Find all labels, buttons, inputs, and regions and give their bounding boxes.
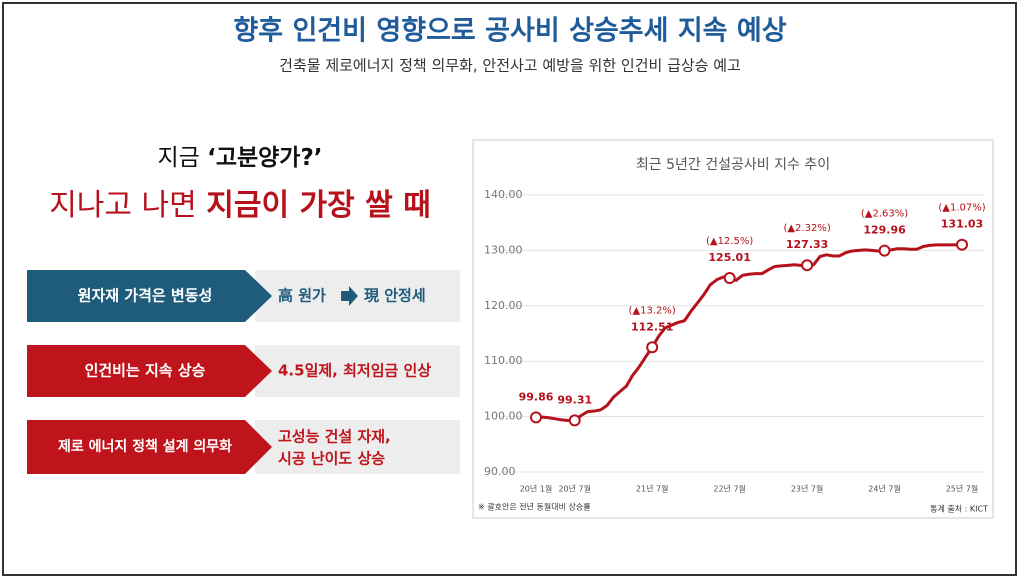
row-label: 원자재 가격은 변동성 [78, 287, 213, 305]
row-bg [255, 345, 460, 397]
y-tick-label: 110.00 [484, 354, 523, 367]
row-text: 高 원가 [278, 287, 326, 305]
y-tick-label: 140.00 [484, 188, 523, 201]
x-tick-label: 20년 7월 [558, 484, 591, 494]
point [878, 244, 891, 257]
point [568, 414, 581, 427]
row-label: 제로 에너지 정책 설계 의무화 [58, 438, 232, 455]
point [723, 272, 736, 285]
y-tick-label: 100.00 [484, 410, 523, 423]
change-label: (▲2.32%) [783, 223, 830, 234]
data-label: 99.31 [557, 393, 592, 406]
row-text: 4.5일제, 최저임금 인상 [278, 362, 431, 380]
note: ※ 괄호안은 전년 동월대비 상승률 [478, 502, 591, 512]
change-label: (▲13.2%) [629, 305, 676, 316]
y-tick-label: 130.00 [484, 243, 523, 256]
x-tick-label: 21년 7월 [636, 484, 669, 494]
point [956, 238, 968, 251]
source: 통계 출처 : KICT [930, 504, 988, 514]
headline-text: 지나고 나면 [49, 188, 206, 223]
x-tick-label: 22년 7월 [713, 484, 746, 494]
data-label: 127.33 [786, 238, 828, 251]
x-tick-label: 20년 1월 [520, 484, 553, 494]
row-text: 시공 난이도 상승 [278, 450, 385, 468]
subtitle: 건축물 제로에너지 정책 의무화, 안전사고 예방을 위한 인건비 급상승 예고 [279, 57, 741, 75]
headline-emph: 지금이 가장 쌀 때 [206, 188, 431, 223]
y-tick-label: 120.00 [484, 299, 523, 312]
arrow-icon [341, 286, 358, 306]
change-label: (▲1.07%) [938, 203, 985, 214]
point [530, 411, 542, 424]
headline-1: 지금 ‘고분양가?’ [157, 145, 322, 171]
row-arrow [27, 420, 272, 474]
row-arrow [27, 270, 272, 322]
line [535, 243, 963, 422]
row-label: 인건비는 지속 상승 [85, 362, 206, 380]
rows: 원자재 가격은 변동성 高 원가 現 안정세 인건비는 지속 상승 4.5일제,… [27, 270, 460, 474]
data-label: 99.86 [519, 390, 554, 403]
data-label: 131.03 [941, 218, 983, 231]
row-text: 고성능 건설 자재, [278, 428, 391, 446]
data-label: 112.51 [631, 320, 673, 333]
chart-title: 최근 5년간 건설공사비 지수 추이 [636, 157, 830, 173]
x-tick-label: 23년 7월 [791, 484, 824, 494]
point [646, 341, 659, 354]
point [801, 259, 814, 272]
headline-text: 지금 [157, 145, 207, 171]
x-tick-label: 24년 7월 [868, 484, 901, 494]
title: 향후 인건비 영향으로 공사비 상승추세 지속 예상 [233, 16, 786, 47]
data-label: 125.01 [708, 251, 750, 264]
row-bg [255, 420, 460, 474]
plot: 90.00 100.00 110.00 120.00 130.00 140.00 20년 1… [484, 188, 986, 494]
x-tick-label: 25년 7월 [946, 484, 979, 494]
y-tick-label: 90.00 [484, 465, 516, 478]
chart-box [472, 139, 994, 519]
data-label: 129.96 [863, 224, 906, 237]
row-arrow [27, 345, 272, 397]
headline-emph: ‘고분양가?’ [207, 145, 322, 171]
headline-2: 지나고 나면 지금이 가장 쌀 때 [49, 188, 431, 223]
row-text: 現 안정세 [364, 287, 426, 305]
change-label: (▲2.63%) [861, 209, 908, 220]
change-label: (▲12.5%) [706, 236, 753, 247]
